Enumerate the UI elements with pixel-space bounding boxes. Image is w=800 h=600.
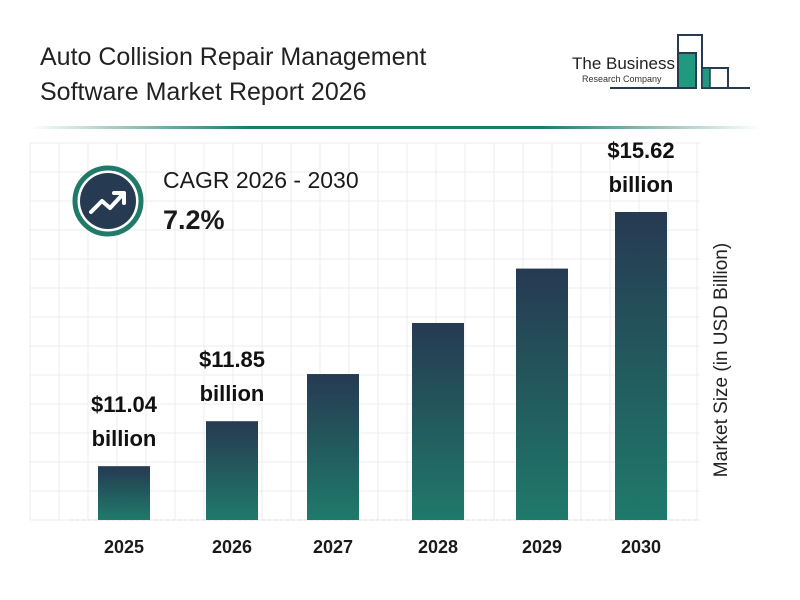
title-line-1: Auto Collision Repair Management: [40, 43, 427, 71]
x-tick-labels: 2025 2026 2027 2028 2029 2030: [104, 537, 661, 557]
data-label-unit: billion: [92, 426, 157, 451]
logo-subtext: Research Company: [582, 74, 662, 84]
cagr-value: 7.2%: [163, 205, 225, 235]
data-label-unit: billion: [200, 381, 265, 406]
data-label-value: $11.85: [199, 347, 265, 372]
data-label-value: $11.04: [91, 392, 158, 417]
x-tick-label: 2028: [418, 537, 458, 557]
x-tick-label: 2027: [313, 537, 353, 557]
bar-2028: [412, 322, 464, 520]
title-line-2: Software Market Report 2026: [40, 78, 367, 106]
x-tick-label: 2026: [212, 537, 252, 557]
company-logo: The Business Research Company: [570, 30, 755, 95]
x-tick-label: 2030: [621, 537, 661, 557]
y-axis-label: Market Size (in USD Billion): [711, 242, 732, 478]
data-label-value: $15.62: [607, 138, 674, 163]
logo-text: The Business: [572, 54, 675, 73]
x-tick-label: 2025: [104, 537, 144, 557]
grid: [29, 142, 700, 521]
bar-2027: [307, 374, 359, 520]
data-label-unit: billion: [609, 172, 674, 197]
x-tick-label: 2029: [522, 537, 562, 557]
cagr-label: CAGR 2026 - 2030: [163, 167, 359, 193]
bar-2029: [516, 268, 568, 520]
bar-2025: [98, 466, 150, 520]
logo-buildings-icon: [610, 34, 750, 89]
trend-up-arrow-icon: [72, 165, 144, 237]
page-title: Auto Collision Repair Management Softwar…: [40, 40, 426, 110]
bars: [98, 211, 667, 520]
header-divider: [30, 126, 760, 129]
data-labels: $11.04 billion $11.85 billion $15.62 billion: [91, 138, 675, 451]
bar-2026: [206, 421, 258, 520]
bar-2030: [615, 211, 667, 520]
